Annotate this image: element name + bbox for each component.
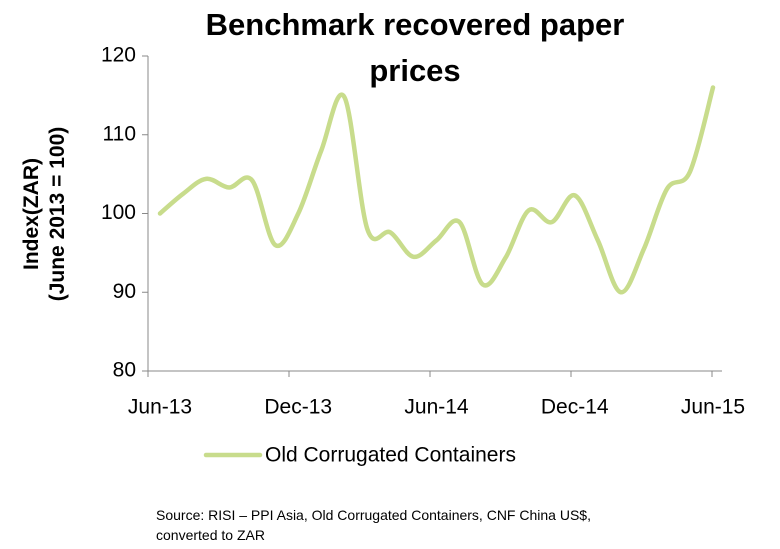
x-tick-label: Dec-13 xyxy=(264,396,332,419)
x-tick-label: Jun-14 xyxy=(404,396,469,419)
x-tick-label: Jun-15 xyxy=(681,396,745,419)
x-tick-label: Dec-14 xyxy=(541,396,609,419)
y-tick-label: 110 xyxy=(103,122,136,145)
y-tick-label: 90 xyxy=(113,280,136,303)
legend-label: Old Corrugated Containers xyxy=(265,444,516,467)
data-line xyxy=(157,85,716,295)
y-tick-label: 120 xyxy=(101,44,136,67)
source-note: Source: RISI – PPI Asia, Old Corrugated … xyxy=(156,507,591,543)
y-tick-label: 80 xyxy=(113,359,136,382)
x-tick-label: Jun-13 xyxy=(128,396,192,419)
y-tick-label: 100 xyxy=(101,201,136,224)
y-axis-label: Index(ZAR) (June 2013 = 100) xyxy=(20,126,69,302)
chart-title: Benchmark recovered paper prices xyxy=(205,7,625,88)
